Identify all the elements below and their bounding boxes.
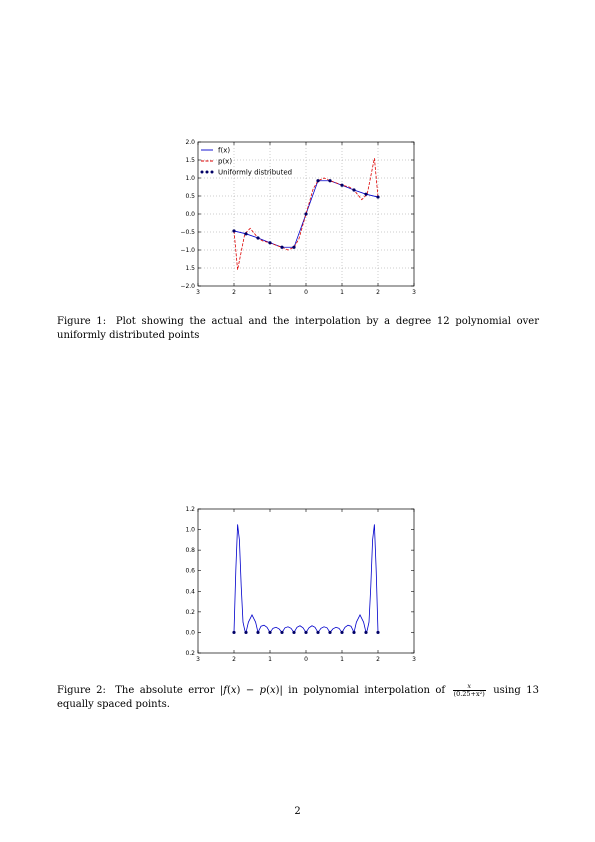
y-tick-label: −2.0 (180, 283, 195, 290)
caption-math-x1: x (230, 685, 237, 696)
x-tick-label: 2 (232, 289, 236, 296)
caption-math-x2: x (269, 685, 276, 696)
data-point (244, 630, 248, 635)
data-point (304, 630, 308, 635)
legend-label: p(x) (218, 158, 232, 166)
data-point (328, 630, 332, 635)
data-point (256, 630, 260, 635)
y-tick-label: 2.0 (185, 139, 195, 146)
data-point (268, 630, 272, 635)
figure-2-chart: 3 2 1 0 1 2 3 1.2 1.0 0.8 0.6 0.4 0.2 0.0 0.2 (185, 506, 416, 663)
data-point (304, 212, 308, 216)
data-point (232, 229, 236, 233)
legend-label: f(x) (218, 147, 230, 155)
y-tick-label: 0.8 (185, 547, 195, 554)
data-point (292, 630, 296, 635)
figure-1-caption-label: Figure 1: (57, 316, 107, 327)
x-tick-label: 2 (232, 656, 236, 663)
y-tick-label: 0.5 (185, 193, 195, 200)
y-tick-label: 0.2 (185, 650, 195, 657)
legend-marker (210, 170, 214, 174)
x-tick-label: 3 (196, 656, 200, 663)
x-tick-label: 1 (340, 656, 344, 663)
y-tick-label: 1.0 (185, 527, 195, 534)
y-tick-label: 1.2 (185, 506, 195, 513)
legend-label: Uniformly distributed (218, 169, 292, 177)
caption-post: using 13 equally spaced points. (57, 685, 539, 710)
data-point (292, 245, 296, 249)
data-point (232, 630, 236, 635)
figure-1-caption: Figure 1: Plot showing the actual and th… (57, 315, 539, 342)
page-number: 2 (294, 806, 301, 817)
data-point (244, 232, 248, 236)
data-point (268, 241, 272, 245)
data-point (376, 630, 380, 635)
caption-mid: )| in polynomial interpolation of (275, 685, 446, 696)
x-tick-label: 0 (304, 656, 308, 663)
x-tick-label: 3 (412, 656, 416, 663)
x-tick-label: 3 (196, 289, 200, 296)
y-tick-label: 1.5 (185, 157, 195, 164)
x-tick-label: 2 (376, 289, 380, 296)
y-tick-label: 1.0 (185, 175, 195, 182)
y-tick-label: 0.0 (185, 211, 195, 218)
legend-marker (200, 170, 204, 174)
figure-1-caption-text: Plot showing the actual and the interpol… (57, 316, 539, 341)
series-line-1 (233, 158, 379, 270)
data-point (280, 245, 284, 249)
caption-math-p: p (259, 685, 267, 696)
y-tick-label: −1.0 (180, 247, 195, 254)
data-point (364, 630, 368, 635)
data-point (340, 630, 344, 635)
data-point (364, 192, 368, 196)
series-line-0 (233, 524, 379, 634)
figure-2-caption: Figure 2: The absolute error |f(x) − p(x… (57, 683, 539, 712)
caption-pre: The absolute error | (115, 685, 224, 696)
y-tick-label: 0.0 (185, 629, 195, 636)
caption-fraction: x (0.25+x²) (452, 683, 486, 698)
caption-minus: ) − (236, 685, 260, 696)
data-point (352, 630, 356, 635)
x-tick-label: 1 (268, 289, 272, 296)
fraction-denominator: (0.25+x²) (453, 690, 485, 698)
caption-paren-2: ( (266, 685, 270, 696)
legend-marker (205, 170, 209, 174)
fraction-numerator: x (452, 683, 486, 691)
data-point (376, 195, 380, 199)
caption-paren-1: ( (226, 685, 231, 696)
figure-2-caption-label: Figure 2: (57, 685, 106, 696)
data-point (280, 630, 284, 635)
y-tick-label: −0.5 (180, 229, 195, 236)
data-point (340, 183, 344, 187)
x-tick-label: 0 (304, 289, 308, 296)
x-tick-label: 3 (412, 289, 416, 296)
x-tick-label: 1 (340, 289, 344, 296)
y-tick-label: 0.4 (185, 588, 195, 595)
data-point (316, 179, 320, 183)
caption-math-f: f (223, 685, 227, 696)
y-tick-label: 0.2 (185, 609, 195, 616)
x-tick-label: 2 (376, 656, 380, 663)
data-point (256, 236, 260, 240)
y-tick-label: 1.5 (185, 265, 195, 272)
data-point (352, 188, 356, 192)
data-point (316, 630, 320, 635)
x-tick-label: 1 (268, 656, 272, 663)
y-tick-label: 0.6 (185, 568, 195, 575)
data-point (328, 179, 332, 183)
figure-1-chart: 3 2 1 0 1 2 3 2.0 1.5 1.0 0.5 0.0 −0.5 −1.0 1.5 −2.0 f(x… (180, 139, 416, 296)
